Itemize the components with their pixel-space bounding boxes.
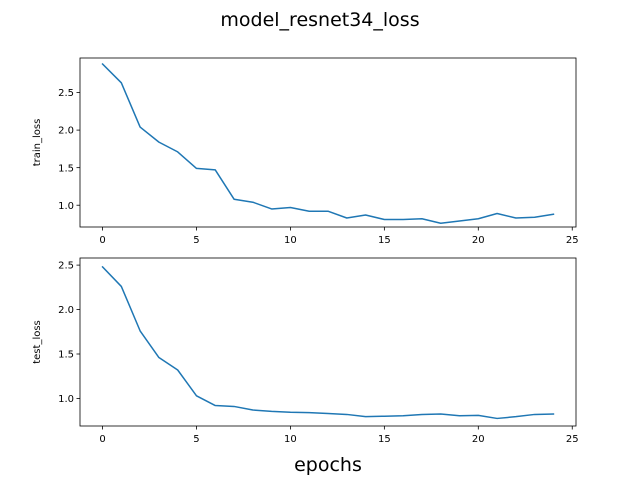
x-tick-label: 20 — [472, 235, 485, 246]
y-tick-label: 2.0 — [58, 126, 74, 137]
y-tick-label: 2.0 — [58, 305, 74, 316]
x-tick-label: 25 — [566, 434, 579, 445]
y-tick-label: 2.5 — [58, 88, 74, 99]
x-tick-label: 15 — [378, 434, 391, 445]
x-tick-label: 25 — [566, 235, 579, 246]
y-tick-label: 2.5 — [58, 261, 74, 272]
x-tick-label: 20 — [472, 434, 485, 445]
y-tick-label: 1.5 — [58, 163, 74, 174]
figure-title: model_resnet34_loss — [220, 9, 419, 31]
x-tick-label: 10 — [284, 434, 297, 445]
x-tick-label: 10 — [284, 235, 297, 246]
y-tick-label: 1.0 — [58, 201, 74, 212]
x-tick-label: 0 — [99, 434, 105, 445]
axes-frame — [79, 257, 577, 427]
x-tick-label: 5 — [193, 235, 199, 246]
x-tick-label: 5 — [193, 434, 199, 445]
x-axis-label: epochs — [294, 454, 362, 476]
train-loss-subplot: 0 5 10 15 20 25 1.0 1.5 2.0 2.5 train_loss — [32, 57, 579, 246]
test-loss-subplot: 0 5 10 15 20 25 1.0 1.5 2.0 2.5 test_loss — [32, 257, 579, 445]
series-line — [101, 62, 555, 224]
series-line — [101, 265, 555, 420]
axes-frame — [79, 57, 577, 228]
y-tick-label: 1.0 — [58, 394, 74, 405]
y-tick-label: 1.5 — [58, 350, 74, 361]
x-tick-label: 0 — [99, 235, 105, 246]
x-tick-label: 15 — [378, 235, 391, 246]
y-axis-label: test_loss — [32, 320, 43, 364]
y-axis-label: train_loss — [32, 119, 43, 167]
